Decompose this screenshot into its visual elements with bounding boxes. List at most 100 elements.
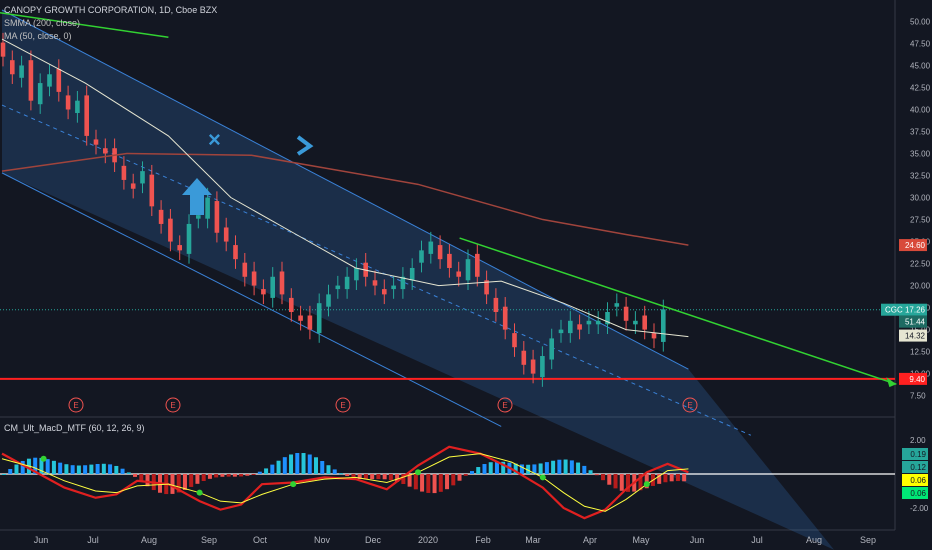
candle-body <box>372 280 378 286</box>
earnings-marker-label: E <box>687 401 692 410</box>
candle-body <box>558 329 564 334</box>
candle-body <box>400 276 406 290</box>
macd-bar <box>76 465 81 474</box>
macd-bar <box>395 474 400 482</box>
candle-body <box>521 350 527 365</box>
macd-value-label-text: 0.06 <box>910 489 926 498</box>
macd-cross-dot <box>40 455 47 462</box>
time-axis-tick: Jul <box>87 535 99 545</box>
macd-bar <box>569 460 574 474</box>
price-axis-tick: 30.00 <box>910 194 931 203</box>
green-trendline-top <box>0 11 169 39</box>
candle-body <box>428 241 434 254</box>
chart-title: CANOPY GROWTH CORPORATION, 1D, Cboe BZX <box>4 5 218 15</box>
candle-body <box>391 285 396 290</box>
candle-body <box>298 315 303 321</box>
time-axis-tick: Jun <box>690 535 705 545</box>
macd-cross-dot <box>539 474 546 481</box>
earnings-marker-label: E <box>340 401 345 410</box>
candle-body <box>223 227 229 242</box>
candle-body <box>177 245 182 251</box>
candle-body <box>168 218 173 242</box>
macd-bar <box>45 459 50 474</box>
earnings-marker-label: E <box>73 401 78 410</box>
macd-bar <box>264 468 269 474</box>
macd-bar <box>370 474 375 480</box>
candle-body <box>623 306 629 321</box>
macd-bar <box>363 474 368 480</box>
candle-body <box>549 338 554 360</box>
macd-bar <box>8 468 13 474</box>
macd-bar <box>301 453 306 474</box>
macd-bar <box>170 474 175 494</box>
price-axis-tick: 50.00 <box>910 17 931 26</box>
macd-bar <box>320 461 325 474</box>
macd-bar <box>601 474 606 481</box>
macd-bar <box>432 474 437 494</box>
price-label <box>899 329 927 342</box>
macd-label: CM_Ult_MacD_MTF (60, 12, 26, 9) <box>4 423 145 433</box>
candles <box>0 32 666 387</box>
candle-body <box>316 303 322 334</box>
macd-bar <box>532 464 537 474</box>
macd-bar <box>413 474 418 490</box>
macd-bar <box>669 474 674 482</box>
macd-bar <box>513 463 518 474</box>
candle-body <box>19 65 24 78</box>
macd-axis-tick: 2.00 <box>910 436 926 445</box>
macd-bar <box>551 460 556 474</box>
macd-bar <box>139 474 144 482</box>
candle-body <box>65 95 71 110</box>
earnings-marker <box>165 397 181 413</box>
candle-body <box>530 359 536 374</box>
macd-bar <box>557 459 562 474</box>
time-axis-tick: Mar <box>525 535 541 545</box>
macd-bar <box>588 470 593 474</box>
macd-bar <box>189 474 194 487</box>
channel-lower-line <box>1 172 502 427</box>
macd-bar <box>563 459 568 474</box>
macd-bar <box>607 474 612 485</box>
candle-body <box>661 309 666 342</box>
candle-body <box>84 95 89 136</box>
candle-body <box>540 356 545 378</box>
macd-bar <box>232 474 237 477</box>
candle-body <box>502 306 508 330</box>
price-axis-tick: 27.50 <box>910 216 931 225</box>
price-label-text: 51.44 <box>905 318 926 327</box>
macd-value-label <box>902 461 928 473</box>
candle-body <box>103 148 108 154</box>
macd-bar <box>407 474 412 487</box>
macd-cross-dot <box>290 481 297 488</box>
macd-bar <box>626 474 630 492</box>
macd-bar <box>445 474 450 490</box>
time-axis-tick: Sep <box>860 535 876 545</box>
price-label <box>899 239 927 252</box>
price-axis-tick: 22.50 <box>910 260 931 269</box>
macd-bar <box>426 474 431 493</box>
macd-bar <box>145 474 150 487</box>
time-axis-tick: Aug <box>141 535 157 545</box>
macd-bar <box>83 465 88 474</box>
indicator-smma-label: SMMA (200, close) <box>4 18 81 28</box>
macd-bar <box>101 463 106 474</box>
macd-bar <box>133 474 138 477</box>
candle-body <box>577 324 582 330</box>
channel-middle-line <box>1 104 752 436</box>
macd-bar <box>526 464 531 474</box>
macd-signal-line <box>1 453 689 512</box>
regression-channel-fill <box>2 10 834 550</box>
macd-cross-dot <box>643 481 650 488</box>
candle-body <box>140 171 145 184</box>
candle-body <box>289 297 294 312</box>
macd-bar <box>89 464 94 474</box>
candle-body <box>0 42 6 57</box>
macd-bar <box>682 474 687 482</box>
earnings-marker <box>335 397 351 413</box>
candle-body <box>456 271 461 277</box>
price-label-text: 9.40 <box>909 375 925 384</box>
macd-bar <box>214 474 219 478</box>
earnings-marker <box>682 397 698 413</box>
macd-axis-tick: -2.00 <box>910 504 929 513</box>
